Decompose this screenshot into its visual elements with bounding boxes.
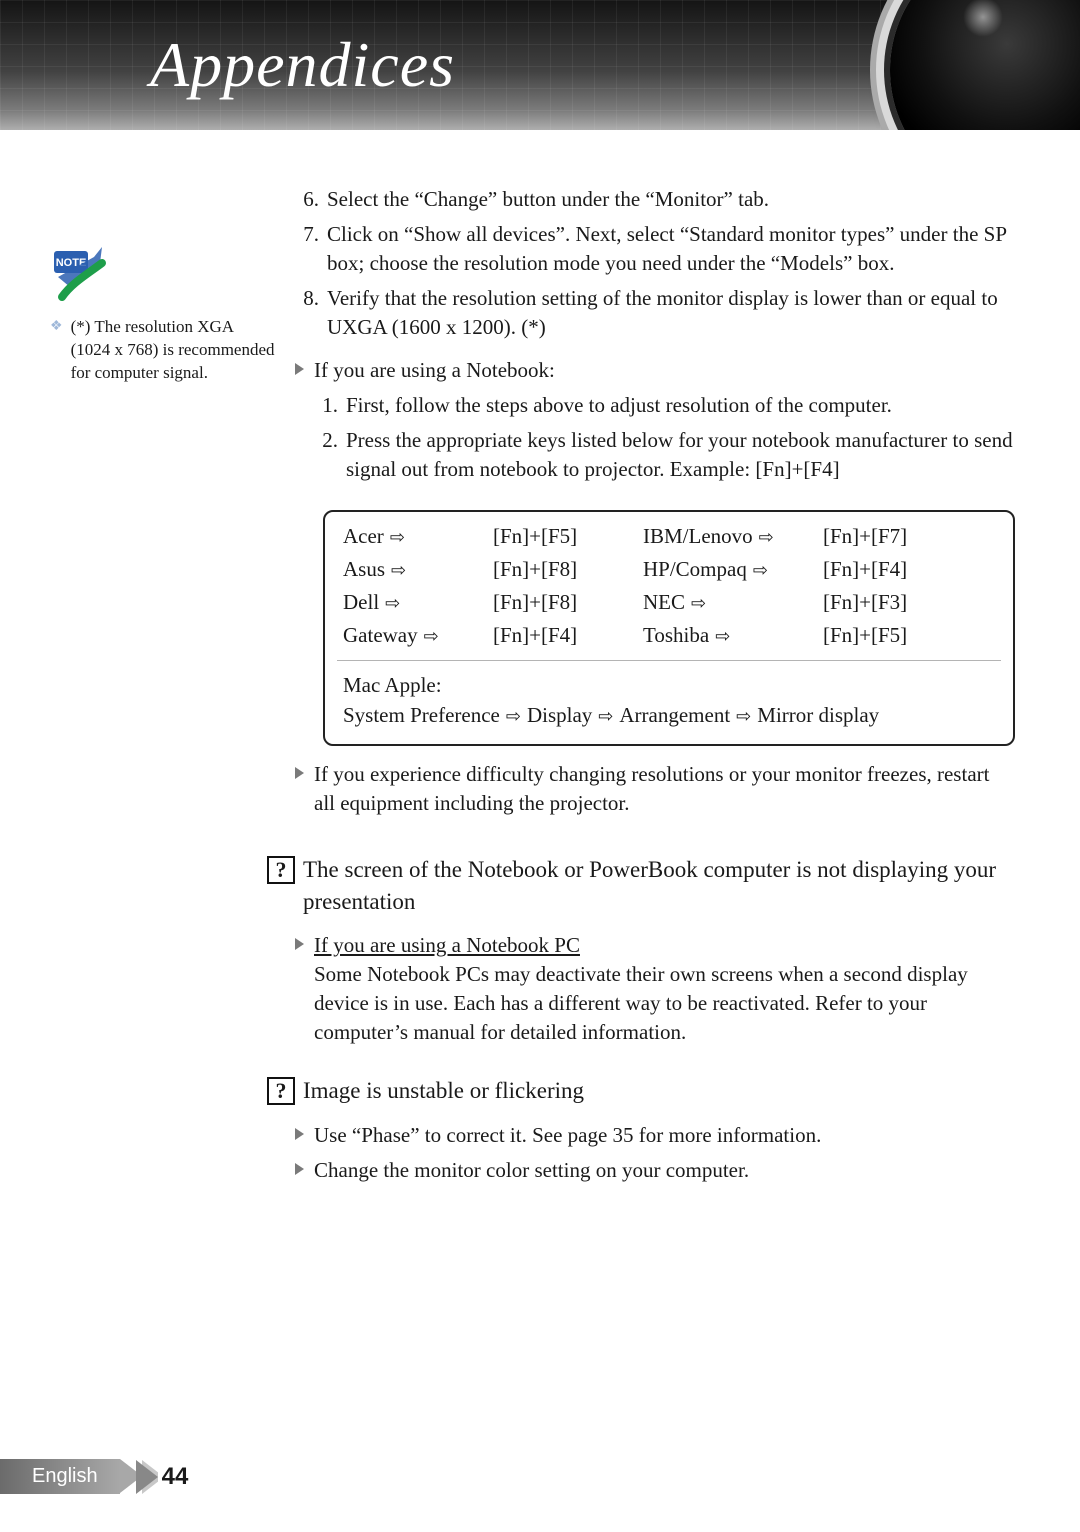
arrow-icon: ⇨ [759, 525, 774, 550]
arrow-icon: ⇨ [390, 525, 405, 550]
step-item: 6.Select the “Change” button under the “… [295, 185, 1015, 214]
footer: English 44 [0, 1459, 192, 1494]
notebook-intro-text: If you are using a Notebook: [314, 356, 1015, 385]
note-icon: NOTE [50, 245, 114, 303]
step-item: 2.Press the appropriate keys listed belo… [314, 426, 1015, 484]
question-heading-1: ? The screen of the Notebook or PowerBoo… [267, 854, 1015, 917]
camera-lens-graphic [890, 0, 1080, 130]
question-heading-2: ? Image is unstable or flickering [267, 1075, 1015, 1107]
hotkey-brand: Dell⇨ [343, 588, 493, 617]
hotkey-keys: [Fn]+[F4] [823, 555, 933, 584]
arrow-icon: ⇨ [753, 558, 768, 583]
notebook-steps-list: 1.First, follow the steps above to adjus… [314, 391, 1015, 484]
triangle-bullet-icon [295, 363, 304, 375]
question-heading-2-text: Image is unstable or flickering [303, 1075, 1015, 1107]
sidebar-note: ❖ (*) The resolution XGA (1024 x 768) is… [50, 316, 275, 385]
footer-language: English [0, 1459, 120, 1494]
hotkey-brand: Toshiba⇨ [643, 621, 823, 650]
notebook-intro: If you are using a Notebook: 1.First, fo… [295, 356, 1015, 498]
hotkey-keys: [Fn]+[F3] [823, 588, 933, 617]
arrow-icon: ⇨ [424, 624, 439, 649]
question-mark-icon: ? [267, 1077, 295, 1105]
hotkey-brand: IBM/Lenovo⇨ [643, 522, 823, 551]
arrow-icon: ⇨ [715, 624, 730, 649]
hotkey-keys: [Fn]+[F5] [823, 621, 933, 650]
sidebar-note-text: (*) The resolution XGA (1024 x 768) is r… [71, 316, 275, 385]
hotkey-brand: Gateway⇨ [343, 621, 493, 650]
hotkey-divider [337, 660, 1001, 661]
triangle-bullet-icon [295, 767, 304, 779]
mac-path: System Preference⇨ Display⇨ Arrangement⇨… [343, 700, 995, 730]
q2-bullet: Use “Phase” to correct it. See page 35 f… [295, 1121, 1015, 1150]
page-body: NOTE ❖ (*) The resolution XGA (1024 x 76… [0, 130, 1080, 1191]
step-item: 7.Click on “Show all devices”. Next, sel… [295, 220, 1015, 278]
triangle-bullet-icon [295, 1163, 304, 1175]
question-mark-icon: ? [267, 856, 295, 884]
hotkey-keys: [Fn]+[F5] [493, 522, 643, 551]
sidebar: NOTE ❖ (*) The resolution XGA (1024 x 76… [50, 185, 295, 1191]
page-title: Appendices [150, 28, 455, 102]
hotkey-keys: [Fn]+[F7] [823, 522, 933, 551]
arrow-icon: ⇨ [691, 591, 706, 616]
arrow-icon: ⇨ [598, 703, 613, 729]
mac-label: Mac Apple: [343, 671, 995, 700]
arrow-icon: ⇨ [385, 591, 400, 616]
hotkey-keys: [Fn]+[F8] [493, 588, 643, 617]
hotkey-table: Acer⇨ [Fn]+[F5] IBM/Lenovo⇨ [Fn]+[F7] As… [323, 510, 1015, 746]
step-item: 8.Verify that the resolution setting of … [295, 284, 1015, 342]
triangle-bullet-icon [295, 938, 304, 950]
main-content: 6.Select the “Change” button under the “… [295, 185, 1015, 1191]
hotkey-brand: NEC⇨ [643, 588, 823, 617]
arrow-icon: ⇨ [391, 558, 406, 583]
step-item: 1.First, follow the steps above to adjus… [314, 391, 1015, 420]
triangle-bullet-icon [295, 1128, 304, 1140]
hotkey-brand: Acer⇨ [343, 522, 493, 551]
page-number: 44 [158, 1463, 193, 1491]
hotkey-keys: [Fn]+[F8] [493, 555, 643, 584]
q2-bullet-text: Change the monitor color setting on your… [314, 1156, 1015, 1185]
question-heading-1-text: The screen of the Notebook or PowerBook … [303, 854, 1015, 917]
q1-subhead: If you are using a Notebook PC [314, 931, 1015, 960]
q2-bullet: Change the monitor color setting on your… [295, 1156, 1015, 1185]
difficulty-note: If you experience difficulty changing re… [295, 760, 1015, 818]
hotkey-grid: Acer⇨ [Fn]+[F5] IBM/Lenovo⇨ [Fn]+[F7] As… [343, 522, 995, 650]
arrow-icon: ⇨ [506, 703, 521, 729]
steps-top-list: 6.Select the “Change” button under the “… [295, 185, 1015, 342]
arrow-icon: ⇨ [736, 703, 751, 729]
q1-text: Some Notebook PCs may deactivate their o… [314, 960, 1015, 1047]
diamond-bullet-icon: ❖ [50, 316, 63, 385]
q2-bullet-text: Use “Phase” to correct it. See page 35 f… [314, 1121, 1015, 1150]
hotkey-brand: Asus⇨ [343, 555, 493, 584]
difficulty-note-text: If you experience difficulty changing re… [314, 760, 1015, 818]
hotkey-brand: HP/Compaq⇨ [643, 555, 823, 584]
q1-body: If you are using a Notebook PC Some Note… [295, 931, 1015, 1047]
header-band: Appendices [0, 0, 1080, 130]
hotkey-keys: [Fn]+[F4] [493, 621, 643, 650]
